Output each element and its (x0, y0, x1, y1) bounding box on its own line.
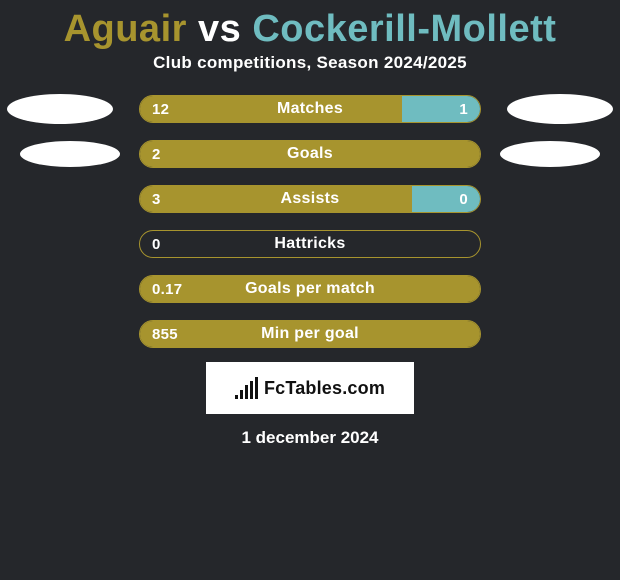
stat-row: 0Hattricks (0, 230, 620, 258)
stat-row: 30Assists (0, 185, 620, 213)
stat-label: Matches (140, 100, 480, 118)
team-badge-left (20, 141, 120, 167)
stat-bar: 2Goals (139, 140, 481, 168)
logo-box: FcTables.com (206, 362, 414, 414)
title-player2: Cockerill-Mollett (252, 8, 556, 50)
stat-bar: 855Min per goal (139, 320, 481, 348)
logo-bars-icon (235, 377, 258, 399)
title: Aguair vs Cockerill-Mollett (0, 0, 620, 53)
title-vs: vs (187, 8, 252, 50)
stat-bar: 0Hattricks (139, 230, 481, 258)
stat-label: Goals per match (140, 280, 480, 298)
logo-text: FcTables.com (264, 378, 385, 399)
stat-label: Hattricks (140, 235, 480, 253)
stat-row: 0.17Goals per match (0, 275, 620, 303)
stat-label: Min per goal (140, 325, 480, 343)
team-badge-right (507, 94, 613, 124)
date: 1 december 2024 (0, 428, 620, 448)
title-player1: Aguair (64, 8, 187, 50)
comparison-rows: 121Matches 2Goals 30Assists 0Hattricks 0.17G… (0, 95, 620, 348)
stat-label: Assists (140, 190, 480, 208)
team-badge-right (500, 141, 600, 167)
team-badge-left (7, 94, 113, 124)
stat-bar: 0.17Goals per match (139, 275, 481, 303)
stat-row: 121Matches (0, 95, 620, 123)
stat-bar: 30Assists (139, 185, 481, 213)
stat-label: Goals (140, 145, 480, 163)
stat-row: 855Min per goal (0, 320, 620, 348)
stat-row: 2Goals (0, 140, 620, 168)
subtitle: Club competitions, Season 2024/2025 (0, 53, 620, 95)
stat-bar: 121Matches (139, 95, 481, 123)
